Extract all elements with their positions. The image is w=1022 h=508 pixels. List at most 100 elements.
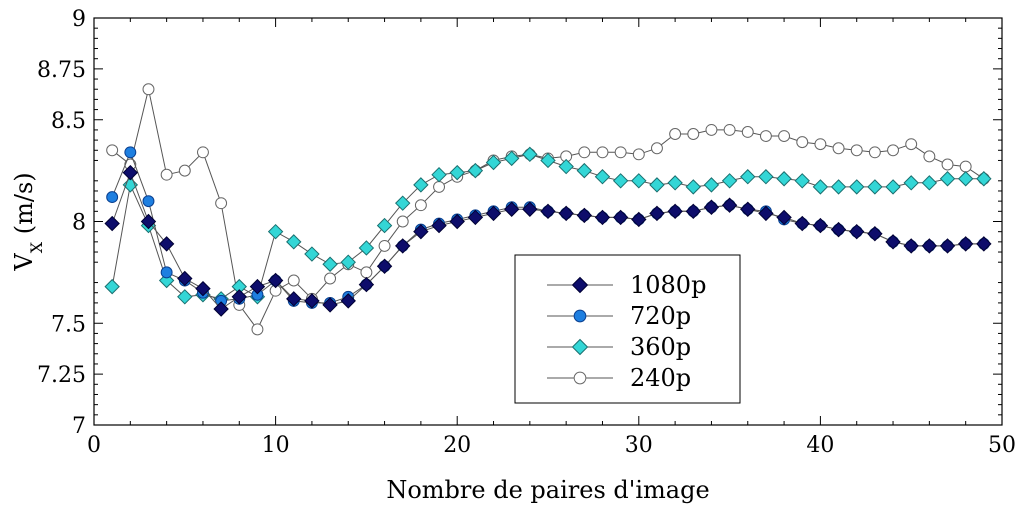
- data-point: [485, 205, 502, 222]
- data-point: [414, 199, 427, 212]
- data-point: [850, 144, 863, 157]
- data-point: [249, 278, 266, 295]
- y-axis-label: VX (m/s): [10, 172, 46, 271]
- data-point: [723, 123, 736, 136]
- axis-ticks: 0 10 20 30 40 50 7 7.25 7.5 8 8.5 8.75 9: [37, 7, 1016, 458]
- data-point: [703, 199, 720, 215]
- legend-entry: 240p: [547, 364, 691, 392]
- data-point: [631, 173, 647, 189]
- data-point: [395, 238, 411, 254]
- data-point: [976, 171, 992, 187]
- data-point: [596, 146, 609, 159]
- data-point: [759, 130, 772, 142]
- data-point: [594, 209, 611, 226]
- series-1080p: [104, 164, 992, 317]
- data-point: [976, 236, 992, 252]
- data-point: [812, 179, 829, 195]
- data-point: [104, 278, 120, 295]
- data-point: [340, 254, 356, 270]
- data-point: [939, 171, 956, 187]
- data-point: [612, 209, 629, 226]
- data-point: [740, 169, 756, 185]
- data-point: [467, 209, 484, 226]
- data-point: [106, 191, 119, 204]
- data-point: [322, 297, 338, 313]
- data-point: [358, 240, 375, 256]
- data-point: [360, 266, 373, 279]
- data-point: [158, 236, 175, 252]
- data-point: [142, 83, 155, 96]
- legend-marker: [573, 309, 587, 323]
- legend-entry: 360p: [547, 333, 691, 361]
- legend-entry: 1080p: [547, 271, 706, 299]
- data-point: [830, 221, 847, 238]
- data-point: [959, 160, 972, 173]
- data-point: [705, 123, 718, 136]
- data-point: [703, 177, 720, 193]
- y-tick-label: 7.5: [51, 312, 86, 337]
- data-point: [322, 256, 338, 272]
- data-point: [215, 197, 228, 210]
- data-point: [177, 289, 193, 305]
- data-point: [267, 272, 284, 289]
- data-point: [485, 154, 502, 171]
- data-point: [849, 223, 865, 240]
- data-point: [304, 246, 320, 262]
- data-point: [376, 217, 393, 234]
- data-point: [304, 293, 320, 309]
- legend-label: 240p: [630, 364, 691, 392]
- data-point: [467, 162, 484, 179]
- data-point: [687, 128, 700, 140]
- data-point: [433, 180, 446, 193]
- data-point: [957, 171, 974, 187]
- data-point: [449, 164, 465, 181]
- data-point: [614, 146, 627, 159]
- data-point: [867, 179, 883, 195]
- data-point: [376, 258, 393, 274]
- data-point: [651, 142, 663, 155]
- data-point: [794, 215, 810, 232]
- data-point: [796, 136, 809, 149]
- data-point: [503, 201, 520, 217]
- y-tick-label: 7.25: [37, 363, 86, 388]
- data-point: [195, 280, 211, 297]
- data-point: [340, 293, 356, 309]
- data-point: [669, 128, 682, 140]
- x-tick-label: 20: [443, 433, 471, 458]
- data-point: [540, 203, 556, 220]
- data-point: [413, 223, 429, 240]
- data-point: [213, 301, 229, 317]
- data-point: [378, 239, 391, 252]
- data-point: [522, 146, 538, 163]
- series-360p: [104, 146, 992, 307]
- y-axis-label-main: V: [10, 253, 38, 272]
- y-tick-label: 8.75: [37, 58, 86, 83]
- y-tick-label: 9: [72, 7, 86, 32]
- data-point: [124, 146, 137, 159]
- data-point: [287, 274, 300, 287]
- data-point: [667, 175, 683, 191]
- data-point: [431, 217, 447, 234]
- data-point: [814, 138, 827, 151]
- data-point: [957, 236, 974, 252]
- data-point: [667, 203, 683, 220]
- data-point: [649, 177, 665, 193]
- data-point: [522, 201, 538, 217]
- data-point: [849, 179, 865, 195]
- x-tick-label: 10: [262, 433, 290, 458]
- data-point: [921, 175, 938, 191]
- data-point: [286, 234, 302, 250]
- y-tick-label: 7: [72, 414, 86, 439]
- data-point: [558, 205, 574, 222]
- data-point: [395, 195, 411, 211]
- data-point: [324, 272, 337, 285]
- data-point: [685, 179, 701, 195]
- data-point: [885, 234, 901, 250]
- data-point: [758, 205, 774, 222]
- data-point: [903, 175, 919, 191]
- data-point: [142, 195, 155, 208]
- data-point: [106, 144, 119, 157]
- data-point: [449, 213, 465, 230]
- data-point: [631, 211, 647, 228]
